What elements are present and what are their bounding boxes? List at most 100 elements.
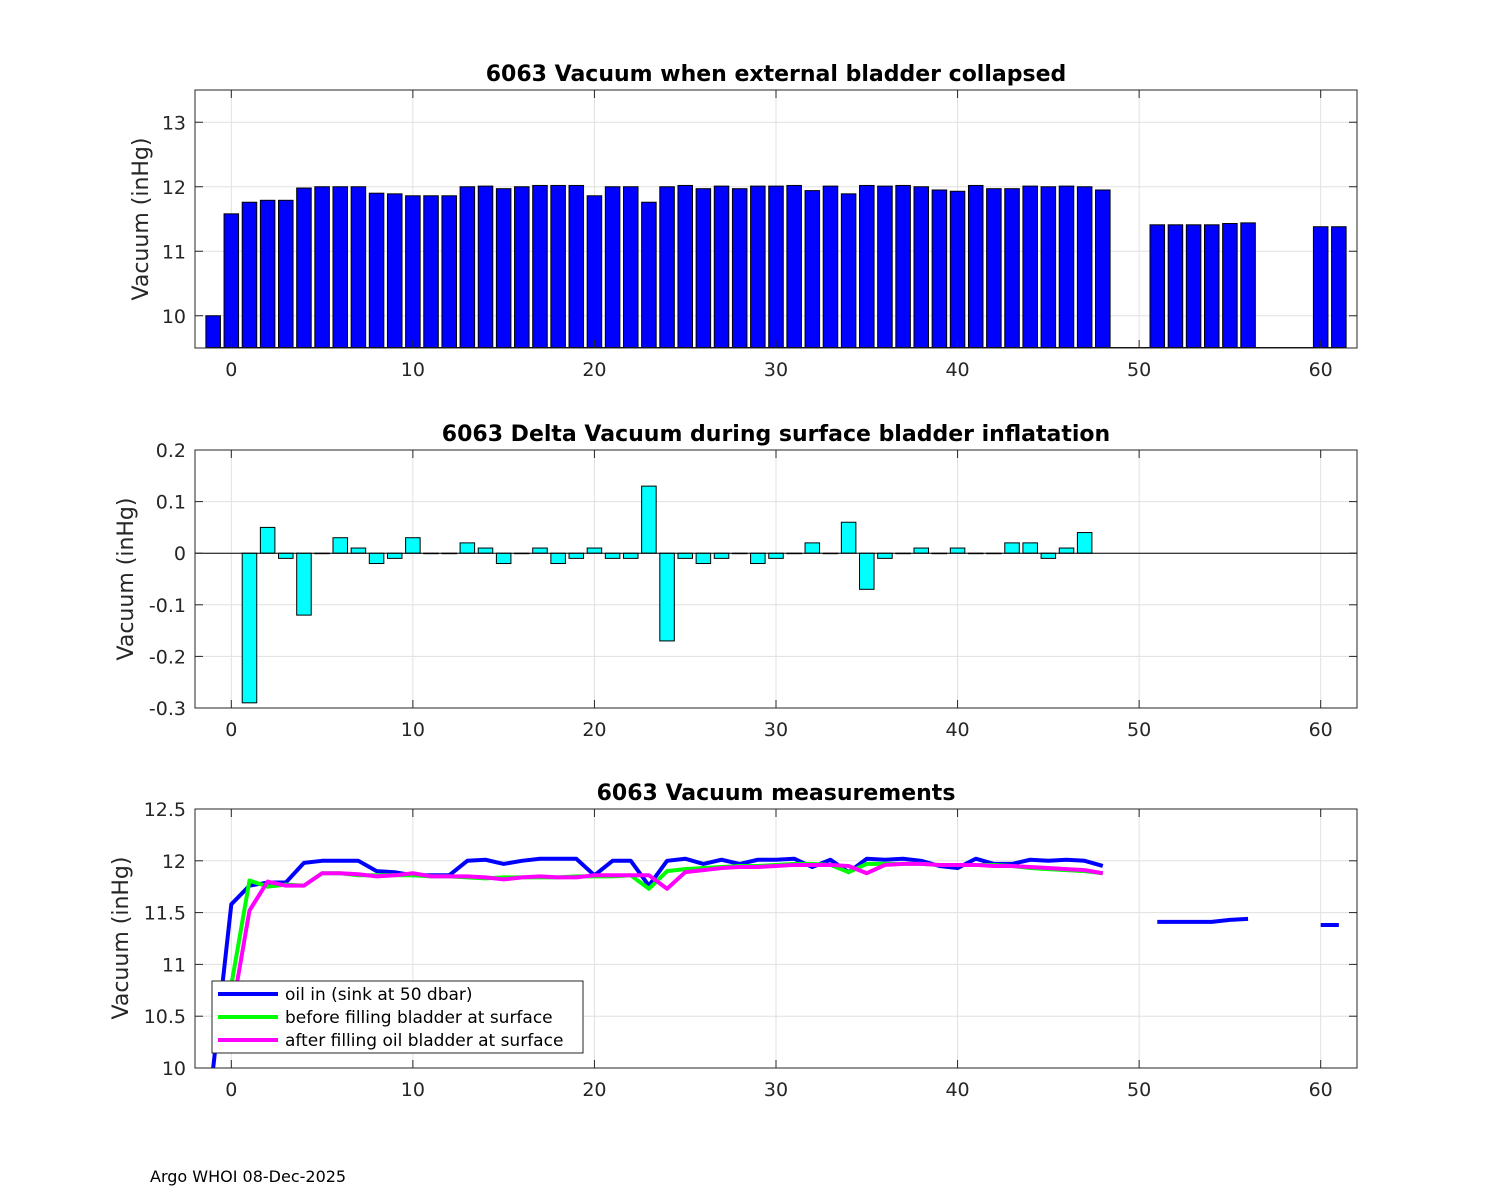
bar [259,199,276,349]
bar [223,213,240,349]
x-tick-label: 10 [401,359,425,381]
bar [840,521,857,554]
x-tick-label: 50 [1127,1079,1151,1101]
bar [677,552,693,559]
bar [296,187,312,349]
x-tick-label: 0 [225,1079,237,1101]
bar [241,201,258,349]
bar [641,201,657,349]
y-tick-label: 11.5 [144,903,186,925]
bar [641,485,657,554]
bar [495,188,512,349]
chart-title: 6063 Delta Vacuum during surface bladder… [442,422,1110,447]
bar [350,186,367,349]
chart-vacuum-collapsed: 0 10 20 30 40 50 60 10 11 12 13 6063 Vacuum when e… [129,62,1358,381]
x-tick-label: 40 [945,359,969,381]
bar [495,552,512,565]
bar [1185,224,1202,349]
bar [859,184,875,349]
bar [877,185,893,349]
bar [1149,224,1166,349]
bar [405,195,421,349]
bar [332,186,349,349]
bar [205,315,221,349]
bar [913,547,930,554]
bar [1095,189,1111,349]
y-tick-label: 0 [174,543,186,565]
bar [314,186,330,349]
y-tick-label: 10.5 [144,1006,186,1028]
y-tick-label: 0.2 [156,440,186,462]
bar [677,184,693,349]
y-tick-label: 12 [162,851,186,873]
bar [822,185,839,349]
bar [1312,226,1329,349]
bar [967,184,984,349]
bar [695,188,712,349]
y-tick-label: -0.3 [149,698,186,720]
bar [913,186,930,349]
bar [586,195,603,349]
series-line-oil-in [1157,916,1249,924]
bar [350,547,367,554]
bar [604,552,621,559]
y-tick-label: 13 [162,112,186,134]
bar [586,547,603,554]
y-axis-label: Vacuum (inHg) [129,138,154,301]
bar [514,186,530,349]
bar [859,552,875,590]
x-tick-label: 20 [582,359,606,381]
y-tick-label: 11 [162,241,186,263]
legend-entry: after filling oil bladder at surface [285,1031,563,1051]
bar [259,526,276,554]
y-tick-label: 0.1 [156,492,186,514]
bar [368,192,385,349]
x-tick-label: 30 [764,359,788,381]
y-tick-label: -0.1 [149,595,186,617]
bar [368,552,385,565]
x-tick-label: 60 [1309,719,1333,741]
bar [713,185,730,349]
bar [278,199,294,349]
bar [1240,222,1256,349]
bar [622,186,639,349]
bar [659,186,675,349]
y-axis-label: Vacuum (inHg) [114,498,139,661]
x-tick-label: 50 [1127,359,1151,381]
bar [532,547,548,554]
bar [296,552,312,616]
bar [695,552,712,565]
chart-vacuum-measurements: 0 10 20 30 40 50 60 10 10.5 11 11.5 12 12.5 6063 Vac… [109,781,1358,1101]
bar [241,552,258,704]
x-tick-label: 10 [401,1079,425,1101]
bar [1058,547,1075,554]
bar [750,552,766,565]
y-axis-label: Vacuum (inHg) [109,857,134,1020]
bar [750,185,766,349]
bar [550,184,566,349]
x-tick-label: 30 [764,1079,788,1101]
x-tick-label: 0 [225,359,237,381]
legend-entry: before filling bladder at surface [285,1008,553,1028]
bar [622,552,639,559]
bar [405,537,421,554]
bar [459,542,476,554]
bar [804,542,821,554]
x-tick-label: 0 [225,719,237,741]
bar [1331,226,1347,349]
bar [840,193,857,349]
series-line-after [229,861,1104,1017]
bar [386,193,403,349]
bar [477,185,494,349]
bar [877,552,893,559]
bar [568,184,585,349]
bar [1203,224,1220,349]
bar [1022,542,1038,554]
bar [1040,552,1057,559]
legend: oil in (sink at 50 dbar) before filling … [211,980,584,1054]
bar [713,552,730,559]
bar [459,186,476,349]
bar [568,552,585,559]
x-tick-label: 10 [401,719,425,741]
bar [1076,532,1093,554]
